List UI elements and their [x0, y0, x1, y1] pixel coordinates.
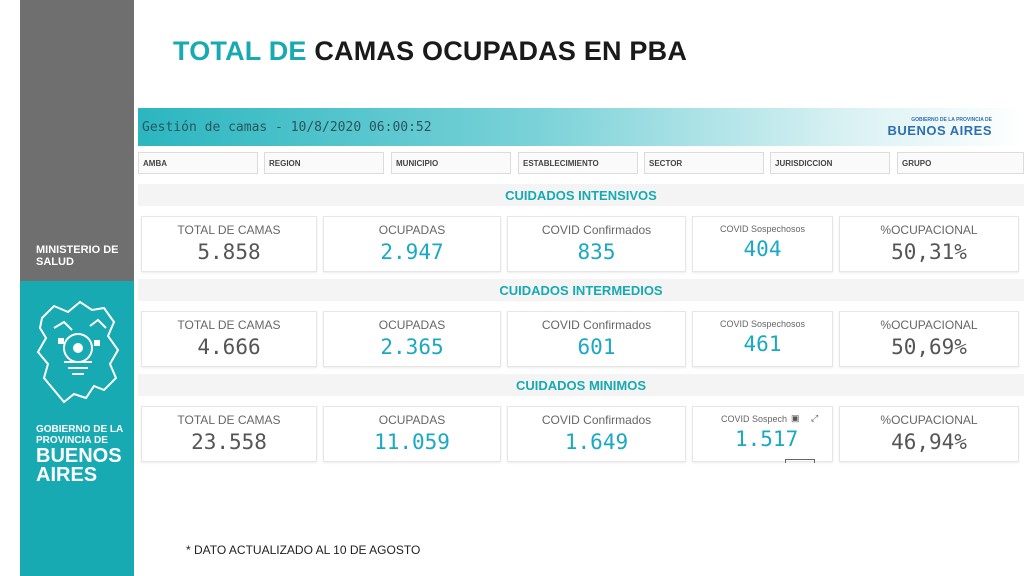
card-ocupadas: OCUPADAS 2.365	[323, 311, 501, 367]
card-label: OCUPADAS	[378, 223, 446, 237]
province-crest-icon	[36, 300, 120, 404]
page-title-main: CAMAS OCUPADAS EN PBA	[314, 36, 688, 66]
card-label: TOTAL DE CAMAS	[177, 413, 281, 427]
gob-line1: GOBIERNO DE LA	[36, 424, 124, 435]
card-label: TOTAL DE CAMAS	[177, 223, 281, 237]
page-title: TOTAL DE CAMAS OCUPADAS EN PBA	[173, 36, 687, 67]
card-value: 404	[743, 237, 782, 261]
filter-region[interactable]: REGION	[264, 152, 384, 174]
ba-line1: BUENOS	[36, 445, 122, 467]
card-label: COVID Sospech	[721, 414, 788, 424]
card-value: 50,31%	[891, 240, 967, 264]
buenos-aires-logo-text: BUENOS AIRES	[36, 445, 131, 486]
card-ocupadas: OCUPADAS 2.947	[323, 216, 501, 272]
section-title-minimos: CUIDADOS MINIMOS	[516, 378, 646, 393]
card-value: 835	[577, 240, 616, 264]
card-label: OCUPADAS	[378, 413, 446, 427]
ba-line2: AIRES	[36, 464, 98, 486]
card-covid-sospechosos: COVID Sospech ▣ ⤢ 1.517	[692, 406, 833, 463]
section-bar-intensivos	[138, 184, 1024, 206]
dashboard-header: Gestión de camas - 10/8/2020 06:00:52 GO…	[138, 108, 1024, 146]
card-value: 461	[743, 332, 782, 356]
ministry-line1: MINISTERIO DE	[36, 244, 119, 256]
card-covid-confirmados: COVID Confirmados 1.649	[507, 406, 686, 462]
card-value: 23.558	[191, 430, 267, 454]
card-ocupacional: %OCUPACIONAL 46,94%	[839, 406, 1019, 462]
footnote: * DATO ACTUALIZADO AL 10 DE AGOSTO	[186, 543, 421, 557]
filter-grupo[interactable]: GRUPO	[897, 152, 1024, 174]
page-title-accent: TOTAL DE	[173, 36, 307, 66]
expand-icon[interactable]: ⤢	[811, 413, 819, 423]
card-total-camas: TOTAL DE CAMAS 5.858	[141, 216, 317, 272]
card-label: COVID Sospechosos	[719, 224, 806, 234]
section-title-intensivos: CUIDADOS INTENSIVOS	[505, 188, 657, 203]
ministry-line2: SALUD	[36, 256, 74, 268]
section-bar-intermedios	[138, 279, 1024, 301]
card-label: COVID Confirmados	[541, 318, 652, 332]
card-ocupacional: %OCUPACIONAL 50,31%	[839, 216, 1019, 272]
camera-icon[interactable]: ▣	[791, 413, 800, 423]
card-value: 1.517	[735, 427, 799, 451]
card-value: 50,69%	[891, 335, 967, 359]
card-label: %OCUPACIONAL	[880, 223, 978, 237]
card-covid-confirmados: COVID Confirmados 835	[507, 216, 686, 272]
filter-bar: AMBA REGION MUNICIPIO ESTABLECIMIENTO SE…	[138, 152, 1024, 174]
card-covid-sospechosos: COVID Sospechosos 404	[692, 216, 833, 272]
card-value: 46,94%	[891, 430, 967, 454]
card-total-camas: TOTAL DE CAMAS 23.558	[141, 406, 317, 462]
dashboard-logo: BUENOS AIRES	[887, 123, 992, 138]
card-label: %OCUPACIONAL	[880, 413, 978, 427]
card-label: TOTAL DE CAMAS	[177, 318, 281, 332]
filter-municipio[interactable]: MUNICIPIO	[391, 152, 511, 174]
card-label: COVID Confirmados	[541, 223, 652, 237]
filter-amba[interactable]: AMBA	[138, 152, 258, 174]
card-covid-sospechosos: COVID Sospechosos 461	[692, 311, 833, 367]
section-title-intermedios: CUIDADOS INTERMEDIOS	[499, 283, 663, 298]
card-label: OCUPADAS	[378, 318, 446, 332]
card-value: 2.947	[380, 240, 444, 264]
card-label: COVID Sospechosos	[719, 319, 806, 329]
filter-establecimiento[interactable]: ESTABLECIMIENTO	[518, 152, 638, 174]
card-value: 601	[577, 335, 616, 359]
card-value: 11.059	[374, 430, 450, 454]
sidebar-teal-band	[20, 281, 134, 576]
dashboard-panel: Gestión de camas - 10/8/2020 06:00:52 GO…	[138, 108, 1024, 468]
card-value: 5.858	[197, 240, 261, 264]
resize-handle[interactable]	[785, 459, 815, 463]
section-bar-minimos	[138, 374, 1024, 396]
card-label: COVID Confirmados	[541, 413, 652, 427]
card-total-camas: TOTAL DE CAMAS 4.666	[141, 311, 317, 367]
sidebar-gray-band	[20, 0, 134, 281]
gob-line2: PROVINCIA DE	[36, 435, 108, 446]
filter-jurisdiccion[interactable]: JURISDICCION	[770, 152, 890, 174]
ministry-label: MINISTERIO DE SALUD	[36, 244, 119, 268]
dashboard-title: Gestión de camas - 10/8/2020 06:00:52	[142, 120, 432, 135]
card-label: %OCUPACIONAL	[880, 318, 978, 332]
card-value: 4.666	[197, 335, 261, 359]
filter-sector[interactable]: SECTOR	[644, 152, 764, 174]
card-ocupadas: OCUPADAS 11.059	[323, 406, 501, 462]
card-covid-confirmados: COVID Confirmados 601	[507, 311, 686, 367]
dashboard-logo-small: GOBIERNO DE LA PROVINCIA DE	[911, 117, 992, 123]
card-ocupacional: %OCUPACIONAL 50,69%	[839, 311, 1019, 367]
card-value: 1.649	[564, 430, 629, 454]
government-label: GOBIERNO DE LA PROVINCIA DE	[36, 424, 123, 446]
card-value: 2.365	[380, 335, 444, 359]
